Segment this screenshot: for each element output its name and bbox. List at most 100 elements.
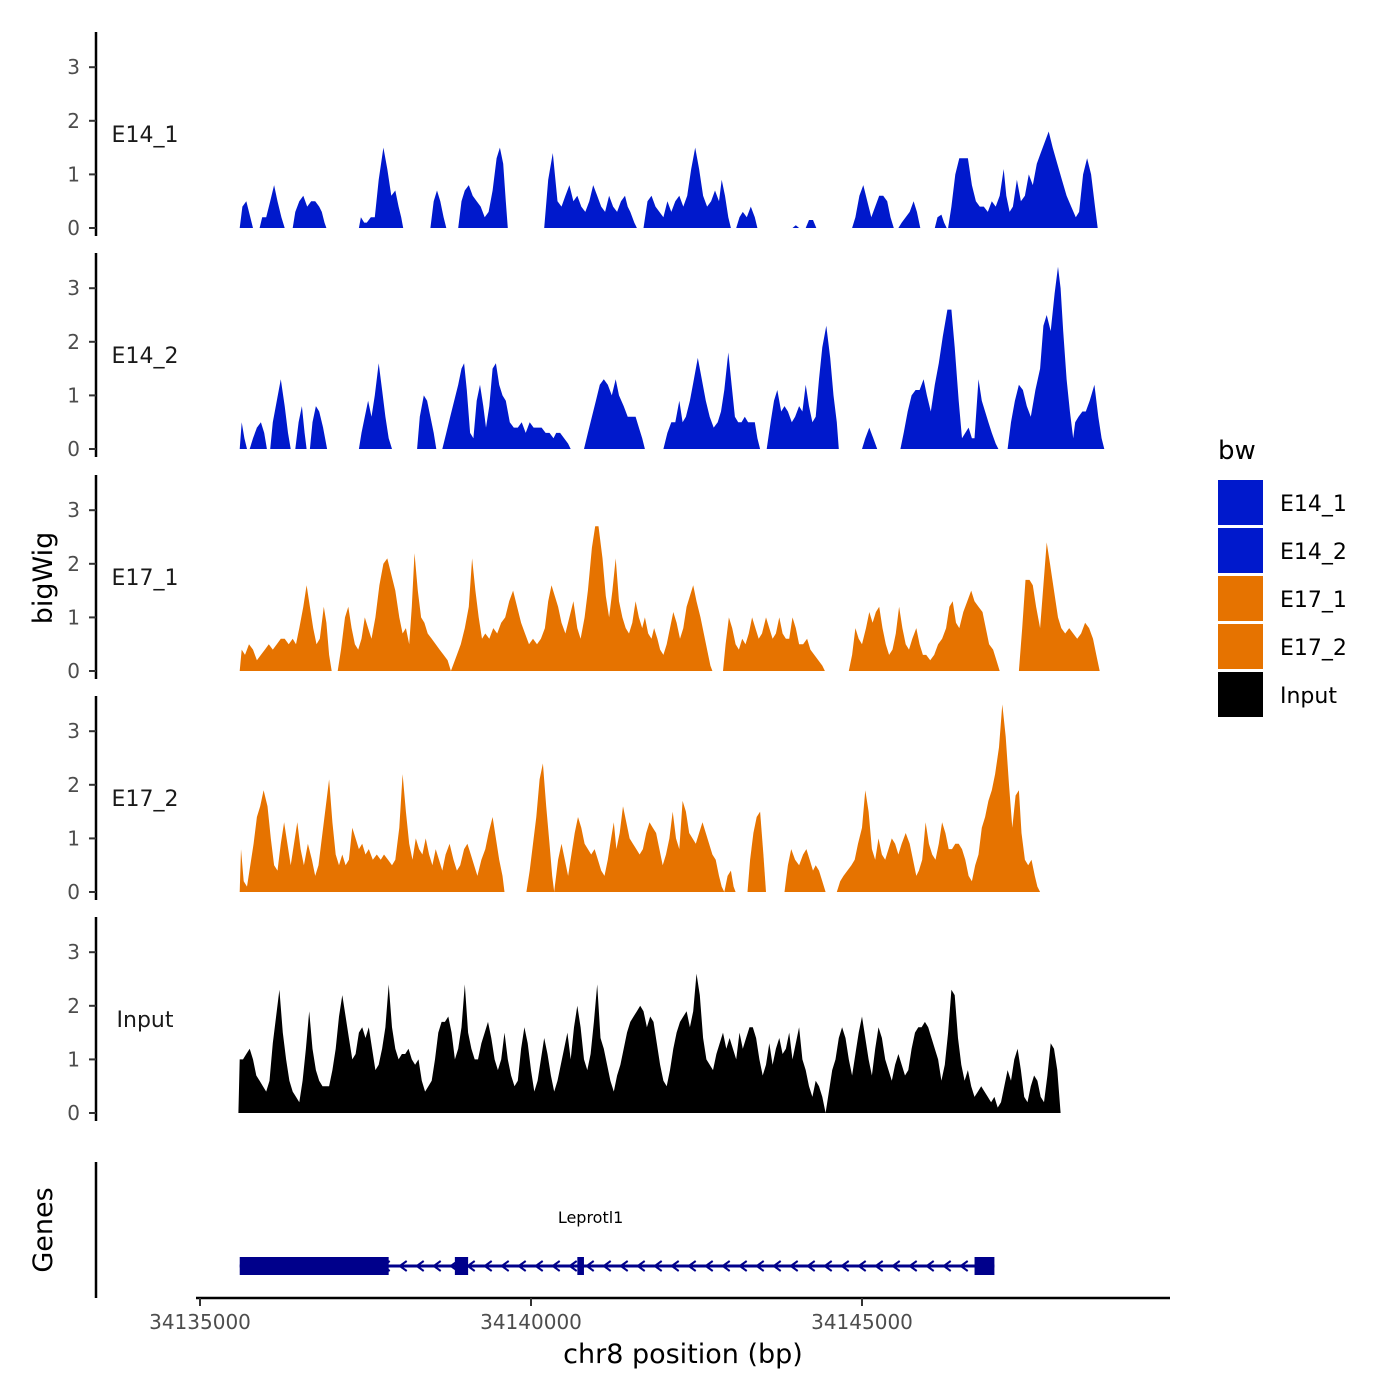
track-label-e14-2: E14_2 xyxy=(112,344,179,369)
legend: bw E14_1 E14_2 E17_1 E17_2 Input xyxy=(1218,436,1347,717)
y-tick-label: 2 xyxy=(67,109,80,133)
legend-swatch-e14-1 xyxy=(1218,480,1263,525)
area-e14-2-segment-7 xyxy=(417,395,437,449)
area-e14-2-segment-8 xyxy=(442,363,571,449)
area-e14-1-segment-5 xyxy=(430,190,447,228)
y-tick-label: 0 xyxy=(67,437,80,461)
strand-arrow xyxy=(873,1260,884,1272)
gene-name-label: Leprotl1 xyxy=(558,1208,624,1227)
legend-swatch-e17-1 xyxy=(1218,576,1263,621)
x-tick-label: 34145000 xyxy=(811,1310,913,1334)
legend-swatch-e14-2 xyxy=(1218,528,1263,573)
track-e14-2: 0 1 2 3 E14_2 xyxy=(67,253,1105,461)
gene-panel: Genes Leprotl1 xyxy=(28,1162,995,1298)
strand-arrow xyxy=(958,1260,969,1272)
area-e14-2-segment-14 xyxy=(1007,266,1105,449)
y-tick-label: 1 xyxy=(67,826,80,850)
y-tick-label: 2 xyxy=(67,773,80,797)
legend-label-e17-1: E17_1 xyxy=(1280,588,1347,613)
y-tick-label: 2 xyxy=(67,552,80,576)
area-e14-1-segment-10 xyxy=(792,225,800,228)
area-e14-1-segment-14 xyxy=(934,214,947,228)
area-e17-1-segment-3 xyxy=(723,617,825,671)
area-e14-1-segment-3 xyxy=(292,195,327,228)
strand-arrow xyxy=(516,1260,527,1272)
strand-arrow xyxy=(618,1260,629,1272)
legend-label-e17-2: E17_2 xyxy=(1280,636,1347,661)
strand-arrow xyxy=(601,1260,612,1272)
area-e14-2-segment-2 xyxy=(249,422,267,449)
area-e17-2-segment-5 xyxy=(836,704,1041,892)
area-e14-1-segment-2 xyxy=(259,185,285,228)
strand-arrow xyxy=(720,1260,731,1272)
y-tick-label: 1 xyxy=(67,1047,80,1071)
area-e14-1-segment-12 xyxy=(852,185,894,228)
area-e14-2-segment-4 xyxy=(295,406,307,449)
area-input-segment-1 xyxy=(238,973,1061,1113)
area-e14-1-segment-6 xyxy=(458,147,508,228)
area-e14-1-segment-4 xyxy=(358,147,404,228)
exon-2 xyxy=(454,1257,469,1275)
strand-arrow xyxy=(754,1260,765,1272)
exon-4 xyxy=(974,1257,995,1275)
track-label-e17-2: E17_2 xyxy=(112,787,179,812)
area-e14-2-segment-1 xyxy=(239,422,247,449)
y-tick-label: 0 xyxy=(67,880,80,904)
y-axis-title: bigWig xyxy=(28,532,59,625)
gene-model xyxy=(239,1257,995,1275)
strand-arrow xyxy=(822,1260,833,1272)
x-axis: 34135000 34140000 34145000 chr8 position (… xyxy=(149,1296,1170,1370)
legend-items: E14_1 E14_2 E17_1 E17_2 Input xyxy=(1218,480,1347,717)
area-e17-1-segment-4 xyxy=(848,590,1000,671)
strand-arrow xyxy=(703,1260,714,1272)
genes-axis-title: Genes xyxy=(28,1187,59,1272)
y-tick-label: 3 xyxy=(67,55,80,79)
exon-1 xyxy=(239,1257,389,1275)
track-label-e17-1: E17_1 xyxy=(112,566,179,591)
area-e17-1-segment-2 xyxy=(337,526,713,671)
area-e17-2-segment-3 xyxy=(747,811,766,892)
strand-arrow xyxy=(584,1260,595,1272)
strand-arrow xyxy=(431,1260,442,1272)
area-e17-2-segment-2 xyxy=(526,763,736,892)
x-axis-ticks: 34135000 34140000 34145000 xyxy=(149,1298,913,1334)
area-e14-1-segment-11 xyxy=(805,220,817,228)
area-e14-2-segment-6 xyxy=(358,363,392,449)
legend-swatch-e17-2 xyxy=(1218,624,1263,669)
strand-arrow xyxy=(414,1260,425,1272)
strand-arrow xyxy=(924,1260,935,1272)
strand-arrow xyxy=(856,1260,867,1272)
y-tick-label: 1 xyxy=(67,383,80,407)
area-e14-1-segment-1 xyxy=(239,201,253,228)
y-tick-label: 3 xyxy=(67,719,80,743)
area-e14-2-segment-3 xyxy=(270,379,291,449)
strand-arrow xyxy=(567,1260,578,1272)
legend-label-input: Input xyxy=(1280,684,1337,709)
legend-swatch-input xyxy=(1218,672,1263,717)
area-e14-2-segment-13 xyxy=(900,309,999,449)
area-e14-2-segment-5 xyxy=(309,406,328,449)
x-tick-label: 34140000 xyxy=(480,1310,582,1334)
strand-arrow xyxy=(941,1260,952,1272)
area-e14-1-segment-9 xyxy=(736,206,758,228)
strand-arrow xyxy=(635,1260,646,1272)
y-tick-label: 3 xyxy=(67,276,80,300)
y-tick-label: 1 xyxy=(67,605,80,629)
area-e14-1-segment-15 xyxy=(948,131,1098,228)
area-e14-1-segment-7 xyxy=(544,153,637,228)
strand-arrow xyxy=(397,1260,408,1272)
area-e14-2-segment-9 xyxy=(584,379,645,449)
x-axis-title: chr8 position (bp) xyxy=(563,1339,803,1370)
strand-arrow xyxy=(499,1260,510,1272)
y-tick-label: 2 xyxy=(67,994,80,1018)
strand-arrow xyxy=(550,1260,561,1272)
area-e14-1-segment-8 xyxy=(643,147,731,228)
legend-label-e14-1: E14_1 xyxy=(1280,492,1347,517)
track-e14-1: 0 1 2 3 E14_1 xyxy=(67,32,1098,240)
strand-arrow xyxy=(686,1260,697,1272)
track-e17-1: 0 1 2 3 E17_1 xyxy=(67,475,1100,683)
strand-arrow xyxy=(788,1260,799,1272)
strand-arrow xyxy=(533,1260,544,1272)
